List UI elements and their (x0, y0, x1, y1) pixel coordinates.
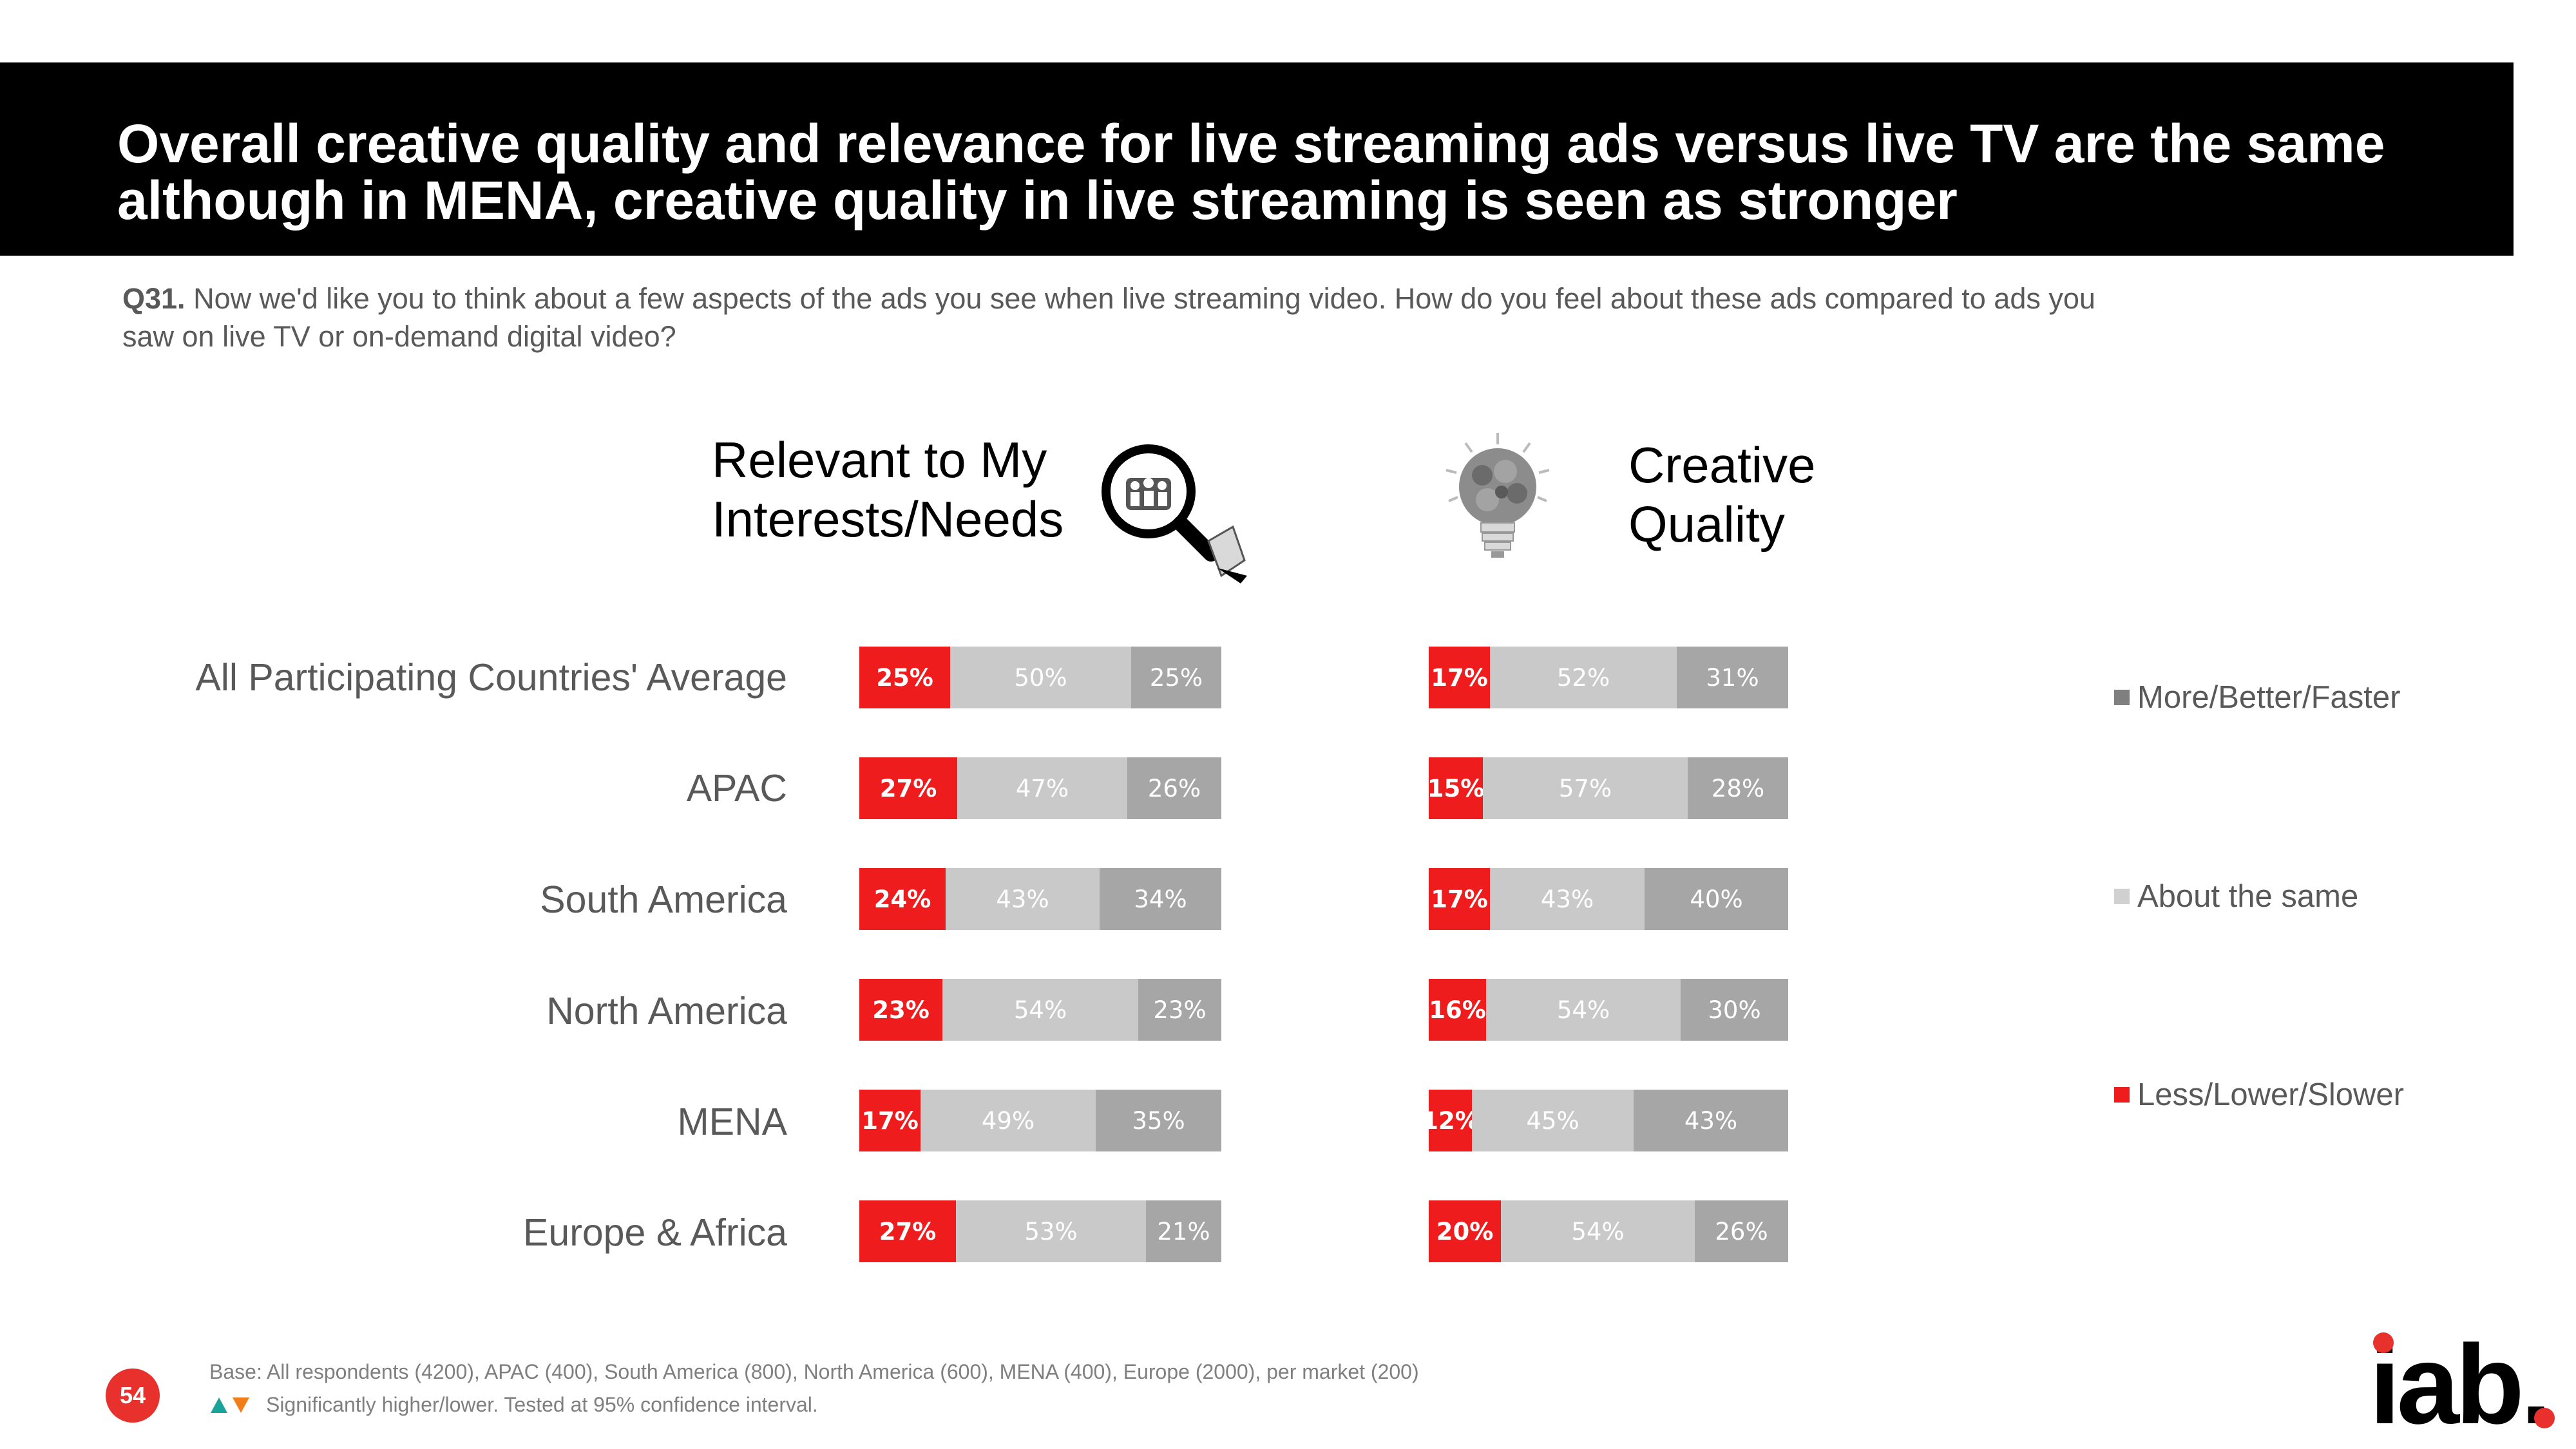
question-body: Now we'd like you to think about a few a… (122, 282, 2095, 353)
triangle-up-icon (211, 1397, 227, 1413)
segment-same: 54% (1486, 979, 1681, 1041)
page-number-badge: 54 (106, 1368, 160, 1423)
stacked-bar: 24% 43% 34% (859, 868, 1221, 930)
magnifier-people-icon (1102, 444, 1247, 583)
segment-more: 31% (1677, 647, 1788, 708)
segment-more: 21% (1146, 1200, 1221, 1262)
segment-less: 17% (1429, 647, 1490, 708)
segment-less: 17% (1429, 868, 1490, 930)
segment-same: 43% (946, 868, 1100, 930)
legend-swatch-less (2114, 1087, 2130, 1103)
right-panel-title: Creative Quality (1628, 435, 1815, 554)
segment-less: 23% (859, 979, 942, 1041)
stacked-bar: 27% 47% 26% (859, 757, 1221, 819)
segment-same: 47% (957, 757, 1127, 819)
segment-less: 12% (1429, 1090, 1479, 1151)
stacked-bar: 17% 49% 35% (859, 1090, 1221, 1151)
category-label: APAC (686, 767, 787, 810)
segment-more: 28% (1688, 757, 1788, 819)
left-panel-title: Relevant to My Interests/Needs (712, 430, 1064, 549)
segment-same: 45% (1472, 1090, 1634, 1151)
category-label: North America (546, 990, 787, 1032)
category-label: South America (540, 878, 787, 921)
question-text: Q31. Now we'd like you to think about a … (122, 279, 2119, 355)
slide-title: Overall creative quality and relevance f… (117, 113, 2385, 231)
right-panel-title-line1: Creative (1628, 437, 1816, 493)
category-label: All Participating Countries' Average (195, 656, 787, 699)
right-panel-title-line2: Quality (1628, 496, 1785, 553)
segment-more: 43% (1634, 1090, 1788, 1151)
segment-less: 15% (1429, 757, 1484, 819)
segment-same: 54% (942, 979, 1138, 1041)
segment-same: 43% (1490, 868, 1645, 930)
legend-swatch-same (2114, 889, 2130, 904)
segment-more: 35% (1096, 1090, 1221, 1151)
segment-more: 30% (1681, 979, 1788, 1041)
segment-less: 16% (1429, 979, 1486, 1041)
segment-same: 54% (1501, 1200, 1695, 1262)
question-label: Q31. (122, 282, 186, 315)
segment-less: 27% (859, 1200, 956, 1262)
segment-more: 34% (1100, 868, 1221, 930)
segment-more: 40% (1645, 868, 1788, 930)
legend-item-more: More/Better/Faster (2114, 679, 2400, 715)
segment-less: 20% (1429, 1200, 1501, 1262)
iab-logo: iab. (2369, 1327, 2555, 1436)
stacked-bar: 20% 54% 26% (1429, 1200, 1788, 1262)
legend-label-less: Less/Lower/Slower (2137, 1077, 2404, 1112)
iab-logo-text: iab. (2369, 1327, 2548, 1436)
legend-item-less: Less/Lower/Slower (2114, 1077, 2404, 1113)
segment-more: 23% (1138, 979, 1221, 1041)
segment-less: 24% (859, 868, 946, 930)
segment-less: 27% (859, 757, 957, 819)
stacked-bar: 15% 57% 28% (1429, 757, 1788, 819)
segment-same: 57% (1483, 757, 1688, 819)
stacked-bar: 25% 50% 25% (859, 647, 1221, 708)
legend-label-more: More/Better/Faster (2137, 680, 2401, 715)
footer-significance-note: Significantly higher/lower. Tested at 95… (209, 1393, 818, 1417)
significance-icons (209, 1396, 251, 1414)
legend-label-same: About the same (2137, 879, 2359, 914)
segment-more: 25% (1131, 647, 1221, 708)
triangle-down-icon (233, 1397, 249, 1413)
stacked-bar: 12% 45% 43% (1429, 1090, 1788, 1151)
iab-logo-dot-i (2373, 1332, 2394, 1353)
segment-same: 53% (956, 1200, 1146, 1262)
stacked-bar: 27% 53% 21% (859, 1200, 1221, 1262)
segment-same: 49% (921, 1090, 1096, 1151)
footer-base-note: Base: All respondents (4200), APAC (400)… (209, 1360, 1419, 1383)
segment-more: 26% (1127, 757, 1221, 819)
segment-same: 50% (950, 647, 1131, 708)
legend-item-same: About the same (2114, 878, 2358, 914)
segment-less: 25% (859, 647, 950, 708)
segment-same: 52% (1490, 647, 1677, 708)
segment-more: 26% (1695, 1200, 1788, 1262)
segment-less: 17% (859, 1090, 921, 1151)
stacked-bar: 16% 54% 30% (1429, 979, 1788, 1041)
stacked-bar: 17% 52% 31% (1429, 647, 1788, 708)
title-bar: Overall creative quality and relevance f… (0, 62, 2514, 256)
stacked-bar: 23% 54% 23% (859, 979, 1221, 1041)
lightbulb-icon (1445, 433, 1550, 558)
category-label: MENA (677, 1101, 787, 1143)
left-panel-title-line1: Relevant to My (712, 431, 1047, 488)
iab-logo-dot-period (2534, 1408, 2555, 1428)
significance-text: Significantly higher/lower. Tested at 95… (266, 1393, 818, 1416)
category-label: Europe & Africa (523, 1211, 787, 1254)
stacked-bar: 17% 43% 40% (1429, 868, 1788, 930)
left-panel-title-line2: Interests/Needs (712, 491, 1064, 547)
legend-swatch-more (2114, 690, 2130, 705)
